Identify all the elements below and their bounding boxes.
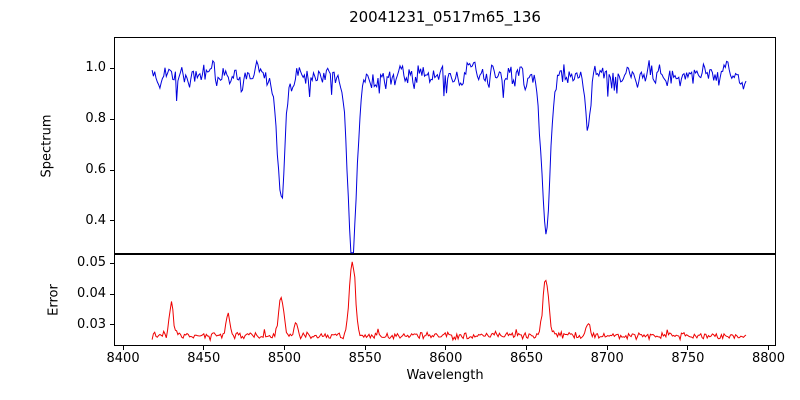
y-tick-label-spectrum: 0.6 (85, 162, 106, 178)
error-panel (114, 253, 776, 346)
y-tick-mark-spectrum (110, 118, 114, 120)
error-line (151, 261, 747, 343)
y-tick-label-spectrum: 0.4 (85, 212, 106, 228)
x-tick-label: 8500 (267, 351, 301, 366)
x-tick-mark (283, 346, 285, 350)
y-tick-label-error: 0.03 (77, 316, 106, 332)
x-tick-mark (606, 346, 608, 350)
y-tick-mark-error (110, 324, 114, 326)
y-tick-label-error: 0.04 (77, 286, 106, 302)
x-tick-mark (203, 346, 205, 350)
x-tick-label: 8750 (671, 351, 705, 366)
x-tick-mark (525, 346, 527, 350)
y-tick-mark-spectrum (110, 169, 114, 171)
x-tick-mark (364, 346, 366, 350)
x-tick-mark (768, 346, 770, 350)
x-tick-label: 8650 (509, 351, 544, 366)
y-tick-label-error: 0.05 (77, 255, 106, 271)
y-axis-label-error: Error (46, 284, 62, 316)
x-tick-label: 8800 (751, 351, 786, 366)
y-tick-label-spectrum: 0.8 (85, 111, 106, 127)
error-plot (151, 261, 747, 343)
spectrum-plot (151, 59, 747, 254)
y-axis-label-spectrum: Spectrum (39, 114, 55, 178)
y-tick-mark-spectrum (110, 220, 114, 222)
x-tick-mark (445, 346, 447, 350)
y-tick-label-spectrum: 1.0 (85, 60, 106, 76)
y-tick-mark-error (110, 293, 114, 295)
x-axis-label: Wavelength (406, 368, 484, 383)
x-tick-label: 8550 (348, 351, 382, 366)
x-tick-mark (687, 346, 689, 350)
spectrum-line (151, 59, 747, 254)
spectrum-panel (114, 37, 776, 255)
x-tick-label: 8600 (429, 351, 463, 366)
x-tick-label: 8700 (590, 351, 624, 366)
x-tick-mark (122, 346, 124, 350)
y-tick-mark-spectrum (110, 67, 114, 69)
y-tick-mark-error (110, 262, 114, 264)
x-tick-label: 8400 (106, 351, 140, 366)
chart-title: 20041231_0517m65_136 (349, 8, 541, 26)
x-tick-label: 8450 (187, 351, 221, 366)
